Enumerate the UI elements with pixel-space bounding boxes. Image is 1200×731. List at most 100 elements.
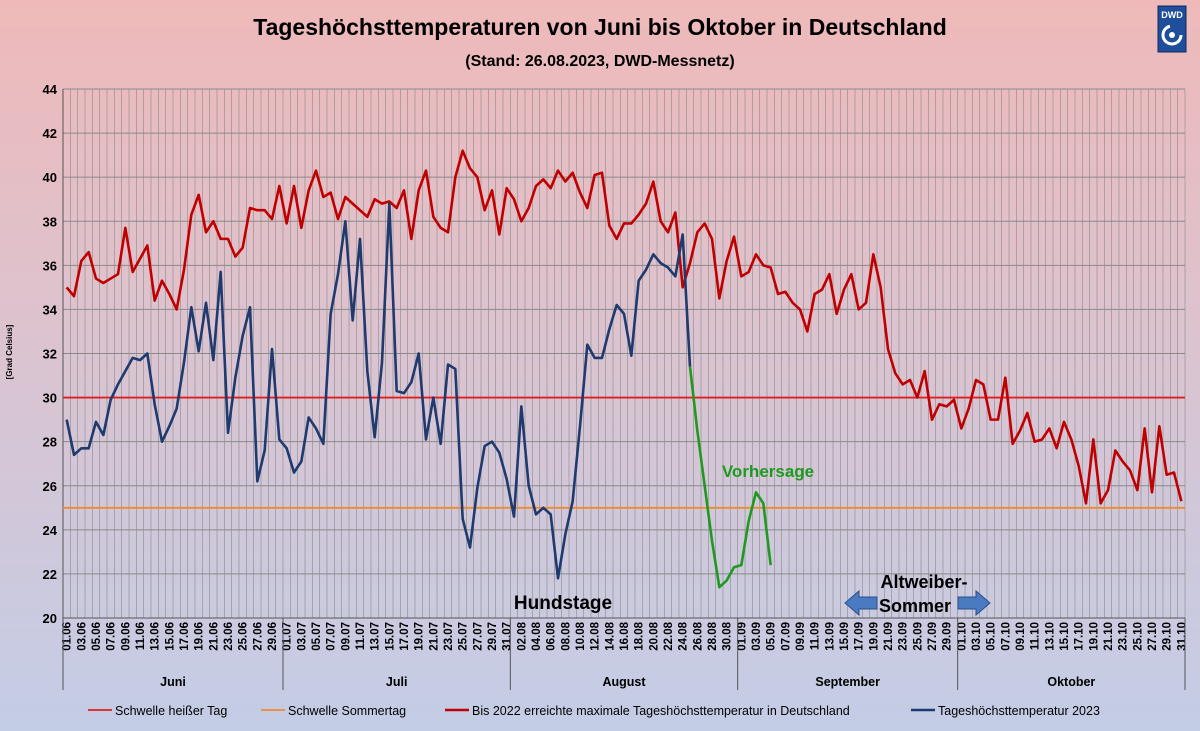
arrow-left-icon xyxy=(844,589,878,617)
x-tick-label: 04.08 xyxy=(531,621,543,650)
x-tick-label: 29.10 xyxy=(1162,622,1174,651)
x-tick-label: 03.06 xyxy=(76,622,88,651)
logo-text: DWD xyxy=(1161,10,1183,20)
x-tick-label: 25.09 xyxy=(912,622,924,651)
x-tick-label: 21.09 xyxy=(883,622,895,651)
x-tick-label: 09.10 xyxy=(1015,622,1027,651)
x-tick-label: 17.10 xyxy=(1074,622,1086,651)
legend-label: Tageshöchsttemperatur 2023 xyxy=(938,704,1100,718)
x-tick-label: 03.10 xyxy=(971,622,983,651)
annotation-vorhersage: Vorhersage xyxy=(722,462,814,481)
x-tick-label: 25.10 xyxy=(1132,622,1144,651)
series-line-1 xyxy=(65,149,1183,505)
x-tick-label: 01.06 xyxy=(62,622,74,651)
x-tick-label: 27.06 xyxy=(252,622,264,651)
x-tick-label: 02.08 xyxy=(516,621,528,650)
x-tick-label: 05.09 xyxy=(766,622,778,651)
x-tick-label: 08.08 xyxy=(560,621,572,650)
x-tick-label: 18.08 xyxy=(634,621,646,650)
month-label: August xyxy=(602,675,646,689)
x-tick-label: 26.08 xyxy=(692,621,704,650)
y-tick-label: 42 xyxy=(43,126,57,141)
legend-label: Bis 2022 erreichte maximale Tageshöchstt… xyxy=(472,704,850,718)
legend-label: Schwelle heißer Tag xyxy=(115,704,227,718)
x-tick-label: 19.07 xyxy=(414,622,426,651)
y-tick-label: 44 xyxy=(43,82,58,97)
x-tick-label: 09.07 xyxy=(340,622,352,651)
y-tick-label: 28 xyxy=(43,435,57,450)
x-tick-label: 31.10 xyxy=(1176,622,1188,651)
arrow-right-icon xyxy=(957,589,991,617)
x-tick-label: 06.08 xyxy=(546,621,558,650)
x-tick-label: 17.07 xyxy=(399,622,411,651)
x-tick-label: 13.06 xyxy=(150,622,162,651)
x-tick-label: 20.08 xyxy=(648,621,660,650)
x-tick-label: 01.10 xyxy=(956,622,968,651)
x-tick-label: 14.08 xyxy=(604,621,616,650)
x-tick-label: 03.09 xyxy=(751,622,763,651)
x-tick-label: 07.06 xyxy=(106,622,118,651)
x-tick-label: 25.06 xyxy=(238,622,250,651)
x-tick-label: 27.07 xyxy=(472,622,484,651)
month-label: September xyxy=(815,675,880,689)
x-tick-label: 11.09 xyxy=(810,622,822,650)
x-tick-label: 22.08 xyxy=(663,621,675,650)
series-line-3 xyxy=(688,366,772,589)
x-tick-label: 21.07 xyxy=(428,622,440,651)
x-tick-label: 07.09 xyxy=(780,622,792,651)
y-axis-label: [Grad Celsius] xyxy=(5,324,14,379)
month-label: Juni xyxy=(160,675,186,689)
x-tick-label: 15.07 xyxy=(384,622,396,651)
x-tick-label: 25.07 xyxy=(458,622,470,651)
dwd-logo: DWD xyxy=(1157,5,1187,53)
annotation-altweiber: Altweiber- xyxy=(880,572,967,592)
x-tick-label: 23.09 xyxy=(898,622,910,651)
x-tick-label: 23.07 xyxy=(443,622,455,651)
x-tick-label: 29.09 xyxy=(942,622,954,651)
x-tick-label: 15.06 xyxy=(164,622,176,651)
y-tick-label: 22 xyxy=(43,567,57,582)
x-tick-label: 11.07 xyxy=(355,622,367,650)
x-tick-label: 07.07 xyxy=(326,622,338,651)
y-tick-label: 20 xyxy=(43,611,57,626)
x-tick-label: 27.09 xyxy=(927,622,939,651)
x-tick-label: 05.10 xyxy=(986,622,998,651)
x-tick-label: 29.06 xyxy=(267,622,279,651)
x-tick-label: 11.06 xyxy=(135,622,147,650)
y-tick-label: 26 xyxy=(43,479,57,494)
x-tick-label: 07.10 xyxy=(1000,622,1012,651)
x-tick-label: 09.06 xyxy=(120,622,132,651)
x-tick-label: 17.06 xyxy=(179,622,191,651)
x-tick-label: 28.08 xyxy=(707,621,719,650)
y-tick-label: 40 xyxy=(43,170,57,185)
x-tick-label: 27.10 xyxy=(1147,622,1159,651)
annotation-sommer: Sommer xyxy=(879,596,951,616)
legend-label: Schwelle Sommertag xyxy=(288,704,406,718)
y-tick-label: 32 xyxy=(43,347,57,362)
x-tick-label: 13.10 xyxy=(1044,622,1056,651)
logo-spiral-icon xyxy=(1161,24,1183,46)
x-tick-label: 21.06 xyxy=(208,622,220,651)
x-tick-label: 23.06 xyxy=(223,622,235,651)
x-tick-label: 05.07 xyxy=(311,622,323,651)
chart-title: Tageshöchsttemperaturen von Juni bis Okt… xyxy=(253,14,947,40)
x-tick-label: 19.06 xyxy=(194,622,206,651)
x-tick-label: 31.07 xyxy=(502,622,514,651)
chart-subtitle: (Stand: 26.08.2023, DWD-Messnetz) xyxy=(465,53,734,70)
x-tick-label: 09.09 xyxy=(795,622,807,651)
x-tick-label: 01.09 xyxy=(736,622,748,651)
x-tick-label: 21.10 xyxy=(1103,622,1115,651)
x-tick-label: 15.10 xyxy=(1059,622,1071,651)
x-tick-label: 23.10 xyxy=(1118,622,1130,651)
x-tick-label: 01.07 xyxy=(282,622,294,651)
x-tick-label: 24.08 xyxy=(678,621,690,650)
x-tick-label: 12.08 xyxy=(590,621,602,650)
x-tick-label: 29.07 xyxy=(487,622,499,651)
x-tick-label: 10.08 xyxy=(575,621,587,650)
x-tick-label: 03.07 xyxy=(296,622,308,651)
x-tick-label: 30.08 xyxy=(722,621,734,650)
month-label: Oktober xyxy=(1047,675,1095,689)
x-tick-label: 16.08 xyxy=(619,621,631,650)
